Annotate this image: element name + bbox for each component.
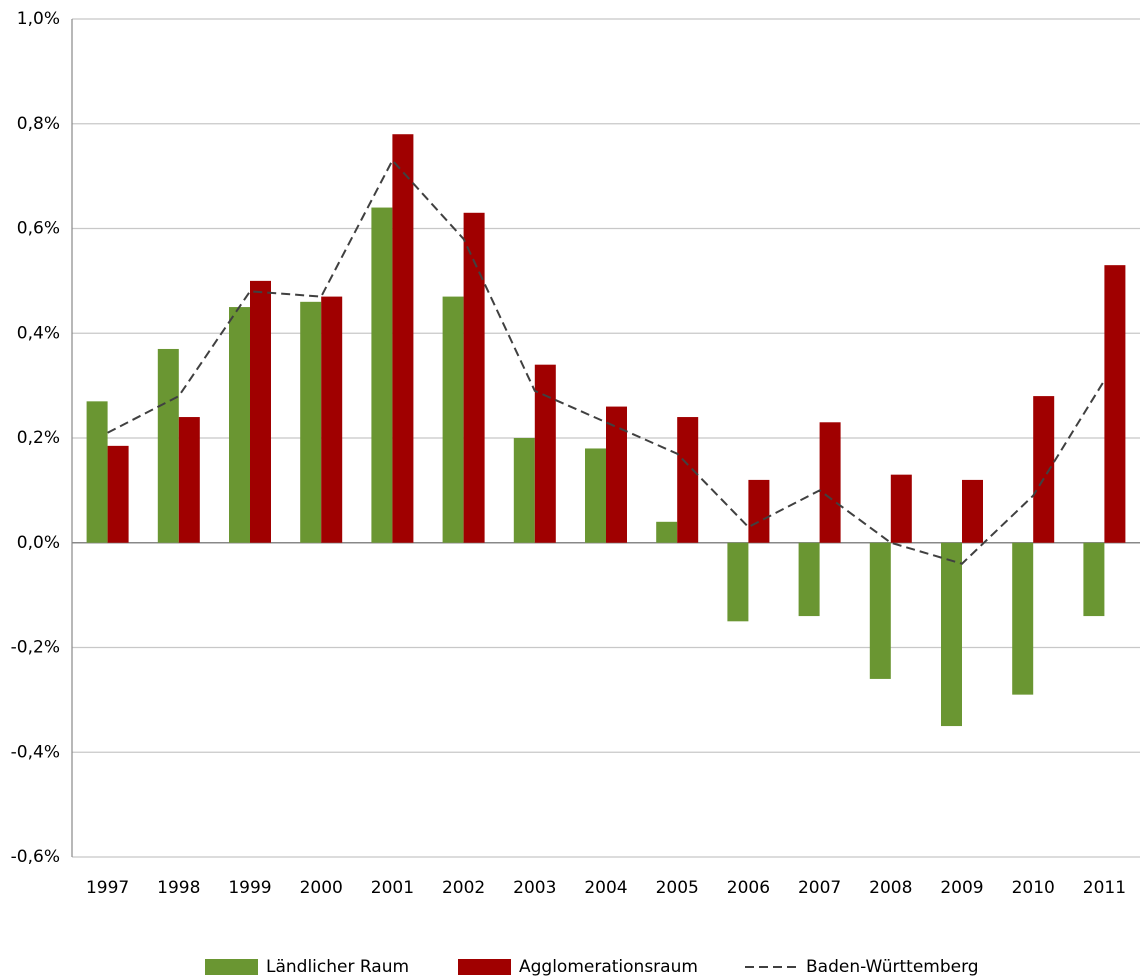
legend-label: Agglomerationsraum	[519, 957, 698, 977]
x-tick-label: 1998	[157, 878, 200, 898]
y-tick-label: 0,4%	[17, 323, 60, 343]
bar	[819, 422, 841, 543]
x-tick-label: 2005	[656, 878, 699, 898]
y-tick-label: 0,6%	[17, 219, 60, 239]
bar	[86, 401, 108, 543]
x-tick-label: 1999	[228, 878, 271, 898]
bar	[442, 296, 464, 543]
bar	[677, 417, 699, 543]
bar	[656, 521, 678, 543]
bar	[606, 406, 627, 543]
bar	[941, 542, 962, 727]
y-tick-label: 0,8%	[17, 114, 60, 134]
bar	[229, 307, 250, 543]
bar	[962, 479, 983, 543]
bar	[1083, 542, 1105, 617]
x-tick-label: 1997	[86, 878, 129, 898]
legend-swatch	[205, 959, 258, 975]
bar	[321, 296, 343, 543]
bar	[585, 448, 606, 543]
legend-swatch	[458, 959, 511, 975]
bar	[869, 542, 891, 679]
bar	[300, 301, 322, 543]
x-tick-label: 2009	[940, 878, 983, 898]
y-tick-label: 0,0%	[17, 533, 60, 553]
bar	[463, 212, 485, 543]
y-tick-label: 0,2%	[17, 428, 60, 448]
bar	[107, 445, 129, 543]
x-tick-label: 2004	[584, 878, 627, 898]
x-tick-label: 2011	[1083, 878, 1126, 898]
y-tick-label: 1,0%	[17, 9, 60, 29]
bar	[798, 542, 820, 617]
bar	[1033, 396, 1055, 543]
bar	[1104, 265, 1126, 543]
bar	[727, 542, 749, 622]
bar	[250, 280, 271, 543]
x-tick-label: 2002	[442, 878, 485, 898]
line	[107, 158, 1106, 565]
y-tick-label: -0,2%	[11, 638, 60, 658]
y-tick-label: -0,6%	[11, 847, 60, 867]
x-tick-label: 2003	[513, 878, 556, 898]
bar	[890, 474, 912, 543]
x-tick-label: 2010	[1012, 878, 1055, 898]
bar	[392, 134, 414, 543]
bar	[1012, 542, 1034, 695]
bar	[178, 417, 200, 543]
bar	[748, 479, 770, 543]
bar	[513, 438, 535, 543]
bar	[371, 207, 393, 543]
bar	[534, 364, 556, 543]
legend-label: Ländlicher Raum	[266, 957, 409, 977]
bar	[157, 348, 179, 543]
legend-label: Baden-Württemberg	[806, 957, 979, 977]
x-tick-label: 2006	[727, 878, 770, 898]
x-tick-label: 2008	[869, 878, 912, 898]
x-tick-label: 2001	[371, 878, 414, 898]
x-tick-label: 2007	[798, 878, 841, 898]
x-tick-label: 2000	[300, 878, 343, 898]
y-tick-label: -0,4%	[11, 742, 60, 762]
